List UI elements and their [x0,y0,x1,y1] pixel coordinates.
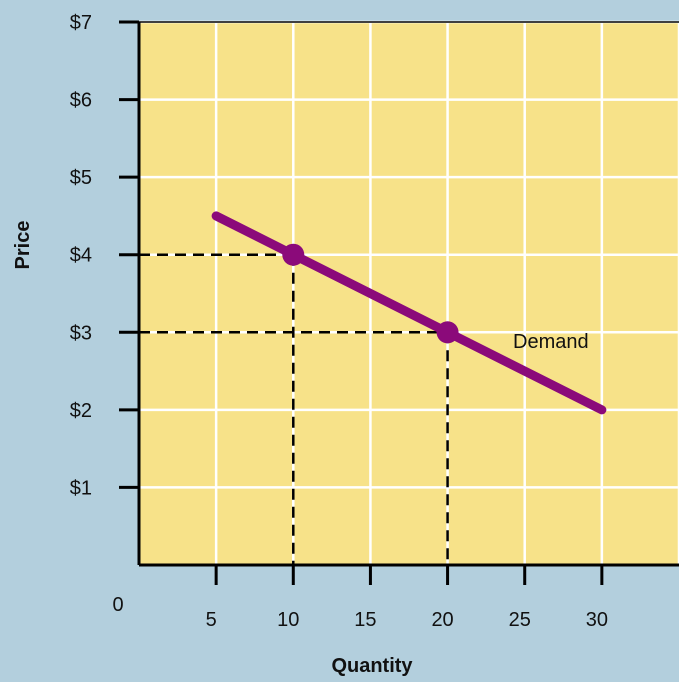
x-tick-label-5: 5 [206,609,217,631]
y-tick-label-5: $5 [70,167,92,189]
y-tick-label-7: $7 [70,12,92,34]
demand-point-0 [282,243,305,266]
origin-label: 0 [112,594,123,616]
x-tick-label-25: 25 [509,609,531,631]
series-layer [211,211,607,415]
y-tick-label-2: $2 [70,400,92,422]
x-tick-label-15: 15 [354,609,376,631]
y-tick-label-3: $3 [70,322,92,344]
y-tick-label-1: $1 [70,477,92,499]
x-tick-label-10: 10 [277,609,299,631]
x-axis-title: Quantity [331,655,413,677]
y-axis-title: Price [12,221,34,270]
demand-point-1 [436,321,459,344]
series-line-demand [211,211,607,415]
guide-lines [139,253,449,565]
y-tick-label-6: $6 [70,90,92,112]
plot-area [139,22,679,565]
axes [137,21,679,567]
series-label-demand: Demand [513,331,589,353]
x-tick-label-20: 20 [431,609,453,631]
y-tick-label-4: $4 [70,245,92,267]
points-layer [282,243,459,344]
ticks: $1 $2 $3 $4 $5 $6 $7 5 10 15 20 25 30 [70,12,608,631]
x-tick-label-30: 30 [586,609,608,631]
